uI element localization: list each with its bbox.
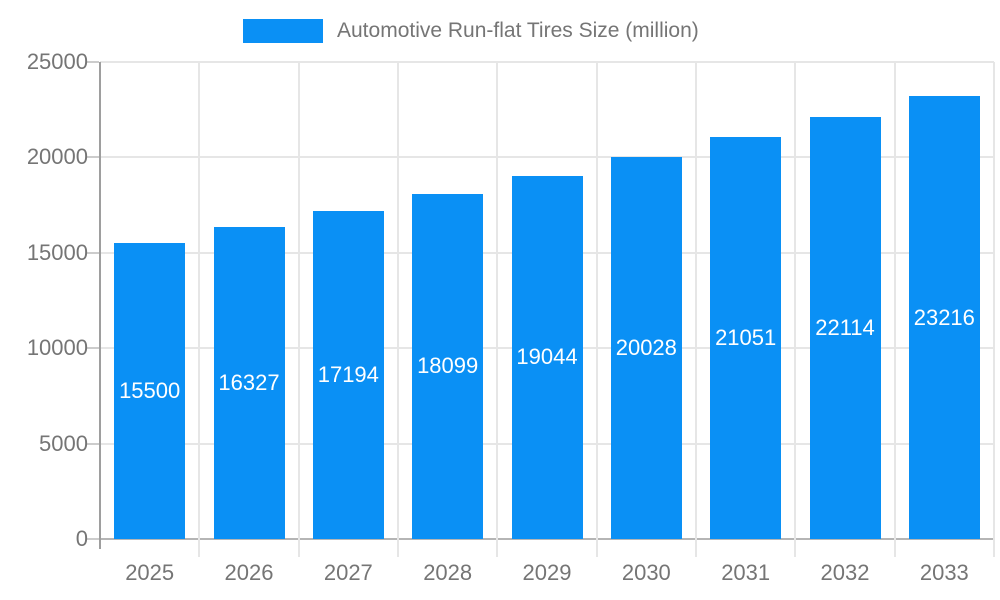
x-axis-tick-label: 2027 [323, 560, 373, 585]
y-axis-line [99, 62, 101, 549]
bar-2028 [412, 193, 484, 539]
horizontal-gridline [100, 156, 994, 159]
x-axis-tick-label: 2033 [919, 560, 969, 585]
y-axis-tick-label: 5000 [39, 430, 88, 456]
bar-value-label: 22114 [815, 315, 875, 341]
bar-2026 [213, 227, 285, 539]
vertical-gridline [893, 62, 896, 557]
chart-legend: Automotive Run-flat Tires Size (million) [243, 19, 699, 43]
x-axis-tick-label: 2026 [224, 560, 274, 585]
bar-2030 [610, 156, 682, 539]
x-axis-tick-label: 2028 [423, 560, 473, 585]
y-axis-tick-label: 0 [75, 526, 88, 551]
x-axis-baseline [100, 538, 994, 540]
y-axis-tick [87, 538, 99, 540]
x-axis-tick-label: 2030 [621, 560, 671, 585]
vertical-gridline [794, 62, 797, 557]
bar-value-label: 23216 [913, 304, 975, 330]
vertical-gridline [397, 62, 399, 557]
y-axis-tick-label: 15000 [26, 239, 88, 265]
bar-value-label: 19044 [516, 344, 578, 370]
bar-value-label: 16327 [218, 370, 280, 396]
plot-area: 15500 16327 17194 18099 19044 20028 21051 22114… [87, 61, 995, 557]
legend-label: Automotive Run-flat Tires Size (million) [337, 19, 699, 42]
bar-value-label: 20028 [615, 334, 677, 360]
x-axis-tick-label: 2025 [125, 560, 175, 585]
y-axis-tick [87, 61, 99, 63]
x-axis-tick-label: 2029 [522, 560, 572, 585]
bar-2033 [908, 96, 980, 539]
bar-2025 [114, 243, 186, 539]
bar-value-label: 18099 [417, 353, 479, 379]
y-axis-tick-label: 25000 [26, 49, 88, 74]
y-axis-tick [87, 442, 99, 445]
bar-value-label: 21051 [715, 325, 777, 351]
vertical-gridline [198, 62, 201, 557]
vertical-gridline [695, 62, 697, 557]
bar-2031 [710, 137, 782, 539]
bar-2027 [312, 210, 384, 539]
y-axis-tick [87, 251, 99, 254]
vertical-gridline [993, 62, 995, 557]
vertical-gridline [297, 62, 300, 557]
y-axis-tick [87, 347, 99, 350]
y-axis-tick-label: 10000 [26, 335, 88, 361]
bar-value-label: 17194 [317, 361, 379, 387]
horizontal-gridline [100, 61, 994, 63]
vertical-gridline [496, 62, 499, 557]
x-axis-tick-label: 2031 [721, 560, 771, 585]
bar-value-label: 15500 [119, 378, 181, 404]
legend-swatch [243, 19, 323, 43]
y-axis-tick-label: 20000 [26, 144, 88, 170]
bar-2029 [511, 175, 583, 539]
vertical-gridline [595, 62, 598, 557]
bar-2032 [809, 117, 881, 539]
y-axis-tick [87, 156, 99, 159]
x-axis-tick-label: 2032 [820, 560, 870, 585]
